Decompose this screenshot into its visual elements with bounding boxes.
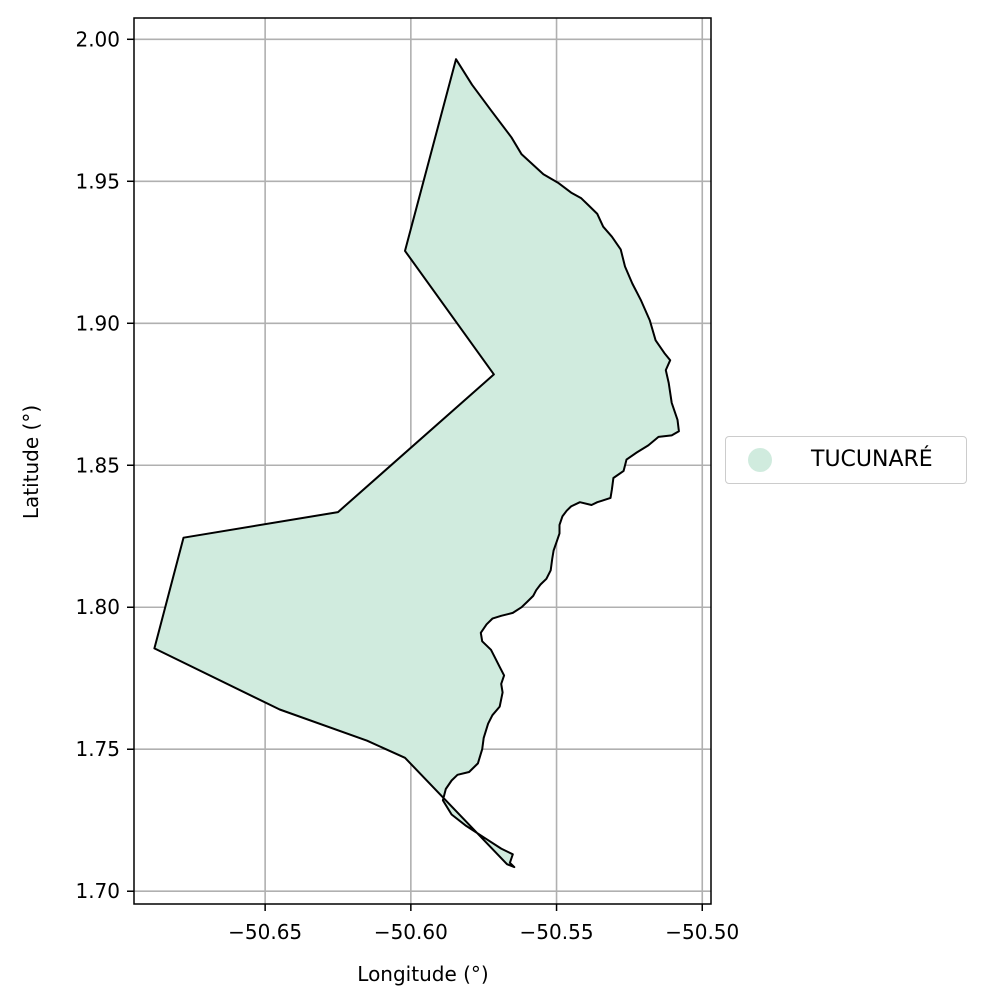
- y-tick-label: 1.85: [75, 453, 120, 477]
- axis-ticks: −50.65 −50.60 −50.55 −50.50 1.70 1.75 1.80 1.85…: [75, 27, 739, 944]
- x-axis-label: Longitude (°): [357, 962, 488, 986]
- region-layer: [153, 58, 680, 869]
- y-tick-label: 1.70: [75, 879, 120, 903]
- x-tick-label: −50.60: [374, 920, 448, 944]
- legend: TUCUNARÉ: [725, 436, 967, 484]
- y-tick-label: 2.00: [75, 27, 120, 51]
- x-tick-label: −50.50: [665, 920, 739, 944]
- y-tick-label: 1.80: [75, 595, 120, 619]
- plot-frame: [133, 17, 712, 905]
- y-tick-label: 1.90: [75, 311, 120, 335]
- legend-marker: [748, 448, 772, 472]
- y-tick-label: 1.95: [75, 169, 120, 193]
- x-tick-label: −50.55: [520, 920, 594, 944]
- region-tucunare: [153, 58, 680, 869]
- legend-label-tucunare: TUCUNARÉ: [811, 447, 933, 472]
- y-tick-label: 1.75: [75, 737, 120, 761]
- y-axis-label: Latitude (°): [19, 405, 43, 519]
- x-tick-label: −50.65: [228, 920, 302, 944]
